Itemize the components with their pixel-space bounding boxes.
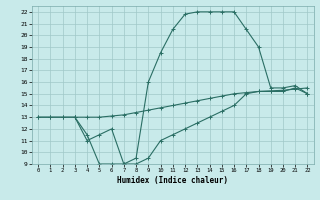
X-axis label: Humidex (Indice chaleur): Humidex (Indice chaleur) [117, 176, 228, 185]
